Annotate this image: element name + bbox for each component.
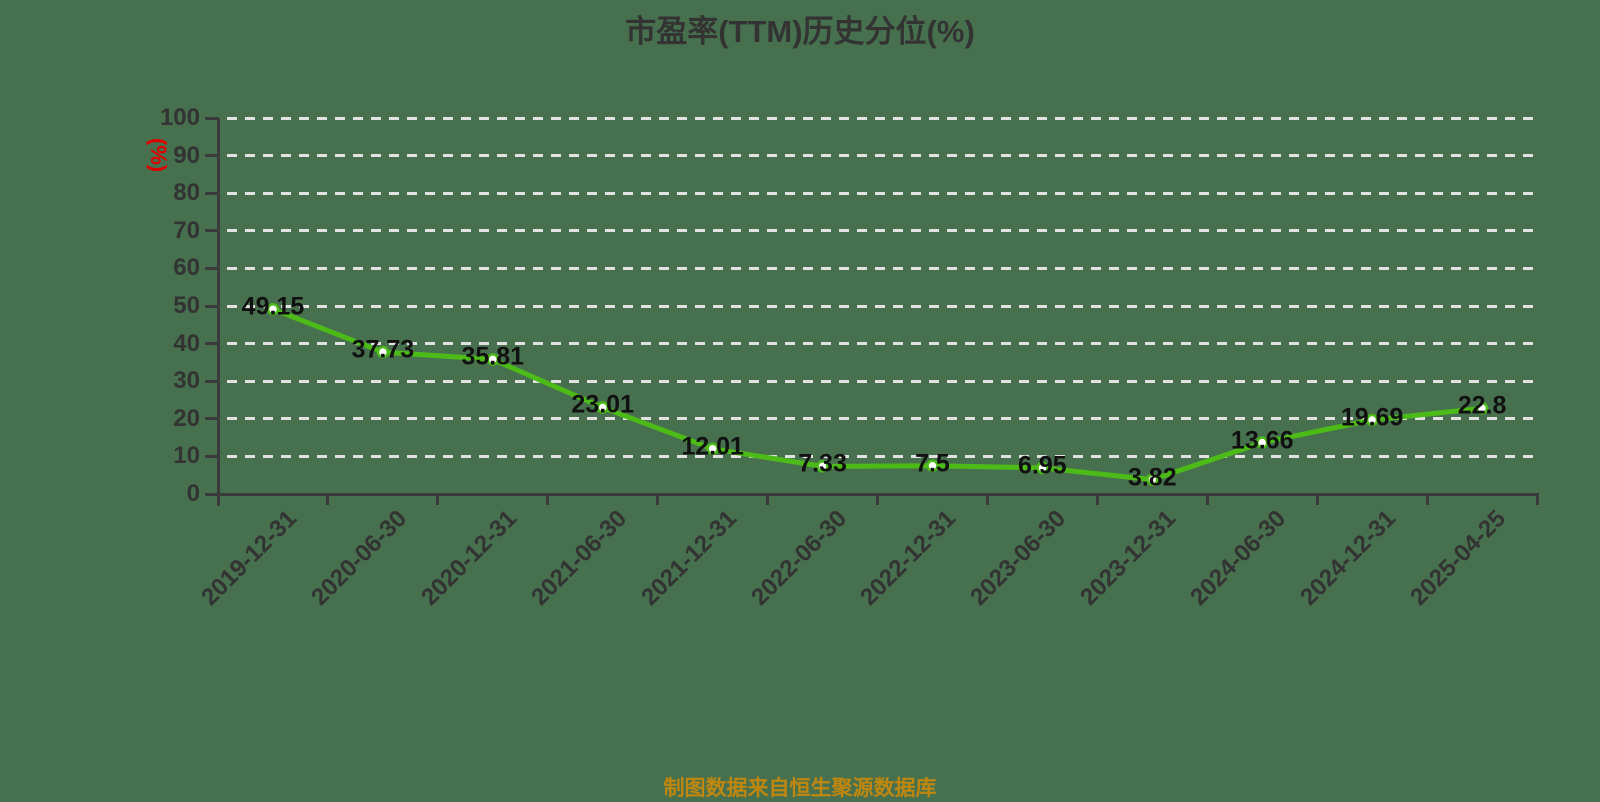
gridline-y-90 [227,154,1537,158]
value-label-2020-12-31: 35.81 [461,342,525,371]
gridline-y-60 [227,266,1537,270]
data-point-2023-12-31 [1146,473,1159,486]
value-label-2024-06-30: 13.66 [1230,426,1294,455]
value-label-2023-06-30: 6.95 [1018,451,1067,480]
y-tick-20 [205,417,218,421]
y-tick-30 [205,379,218,383]
data-point-2020-06-30 [376,345,390,359]
y-tick-label-20: 20 [173,404,200,432]
x-tick-11 [1425,494,1429,505]
value-label-2024-12-31: 19.69 [1340,403,1404,432]
data-point-2022-12-31 [926,459,939,473]
x-tick-7 [985,494,989,505]
value-label-2021-06-30: 23.01 [571,390,634,419]
data-point-2021-12-31 [706,442,719,456]
y-tick-label-100: 100 [159,104,200,131]
y-tick-label-70: 70 [173,216,200,244]
value-label-2019-12-31: 49.15 [241,292,305,321]
data-point-2023-06-30 [1036,461,1049,475]
y-tick-10 [205,454,218,458]
x-tick-0 [216,494,220,505]
value-label-2025-04-25: 22.8 [1457,391,1507,420]
data-point-2024-12-31 [1365,413,1379,427]
data-point-2020-12-31 [486,353,500,366]
data-point-2025-04-25 [1475,402,1489,415]
value-label-2022-12-31: 7.5 [915,449,950,478]
gridline-y-50 [227,304,1537,308]
x-tick-12 [1535,494,1539,505]
y-tick-label-0: 0 [186,480,200,507]
x-tick-2 [436,494,440,505]
y-tick-70 [205,229,218,233]
y-tick-label-30: 30 [173,367,200,395]
gridline-y-70 [227,229,1537,233]
x-tick-8 [1095,494,1099,505]
value-label-2022-06-30: 7.33 [798,449,847,478]
chart-title: 市盈率(TTM)历史分位(%) [625,14,975,49]
value-label-2021-12-31: 12.01 [681,432,744,461]
x-tick-4 [656,494,660,505]
y-tick-90 [205,154,218,158]
data-point-2022-06-30 [816,460,829,473]
x-tick-3 [546,494,550,505]
value-label-2020-06-30: 37.73 [351,335,415,364]
gridline-y-80 [227,191,1537,195]
value-label-2023-12-31: 3.82 [1127,463,1177,492]
y-tick-label-40: 40 [173,329,200,357]
data-point-2019-12-31 [266,302,280,316]
gridline-y-30 [227,379,1537,383]
y-tick-label-80: 80 [173,179,200,207]
x-tick-9 [1205,494,1209,505]
y-tick-50 [205,304,218,308]
y-tick-label-50: 50 [173,292,200,319]
data-point-2021-06-30 [596,401,609,414]
y-tick-0 [205,492,218,496]
gridline-y-10 [227,454,1537,458]
y-tick-label-60: 60 [173,254,200,282]
y-tick-80 [205,191,218,195]
data-point-2024-06-30 [1255,436,1269,449]
gridline-y-40 [227,342,1537,346]
x-tick-5 [766,494,770,505]
gridline-y-20 [227,417,1537,421]
y-axis-line [216,118,220,506]
y-tick-60 [205,266,218,270]
y-tick-label-90: 90 [173,141,200,169]
y-tick-40 [205,342,218,346]
y-tick-100 [205,116,218,120]
gridline-y-100 [227,116,1537,120]
series-line [270,306,1485,483]
x-tick-1 [326,494,330,505]
y-tick-label-10: 10 [173,442,200,470]
data-source-note: 制图数据来自恒生聚源数据库 [663,777,937,800]
x-tick-10 [1315,494,1319,505]
x-tick-6 [876,494,879,505]
